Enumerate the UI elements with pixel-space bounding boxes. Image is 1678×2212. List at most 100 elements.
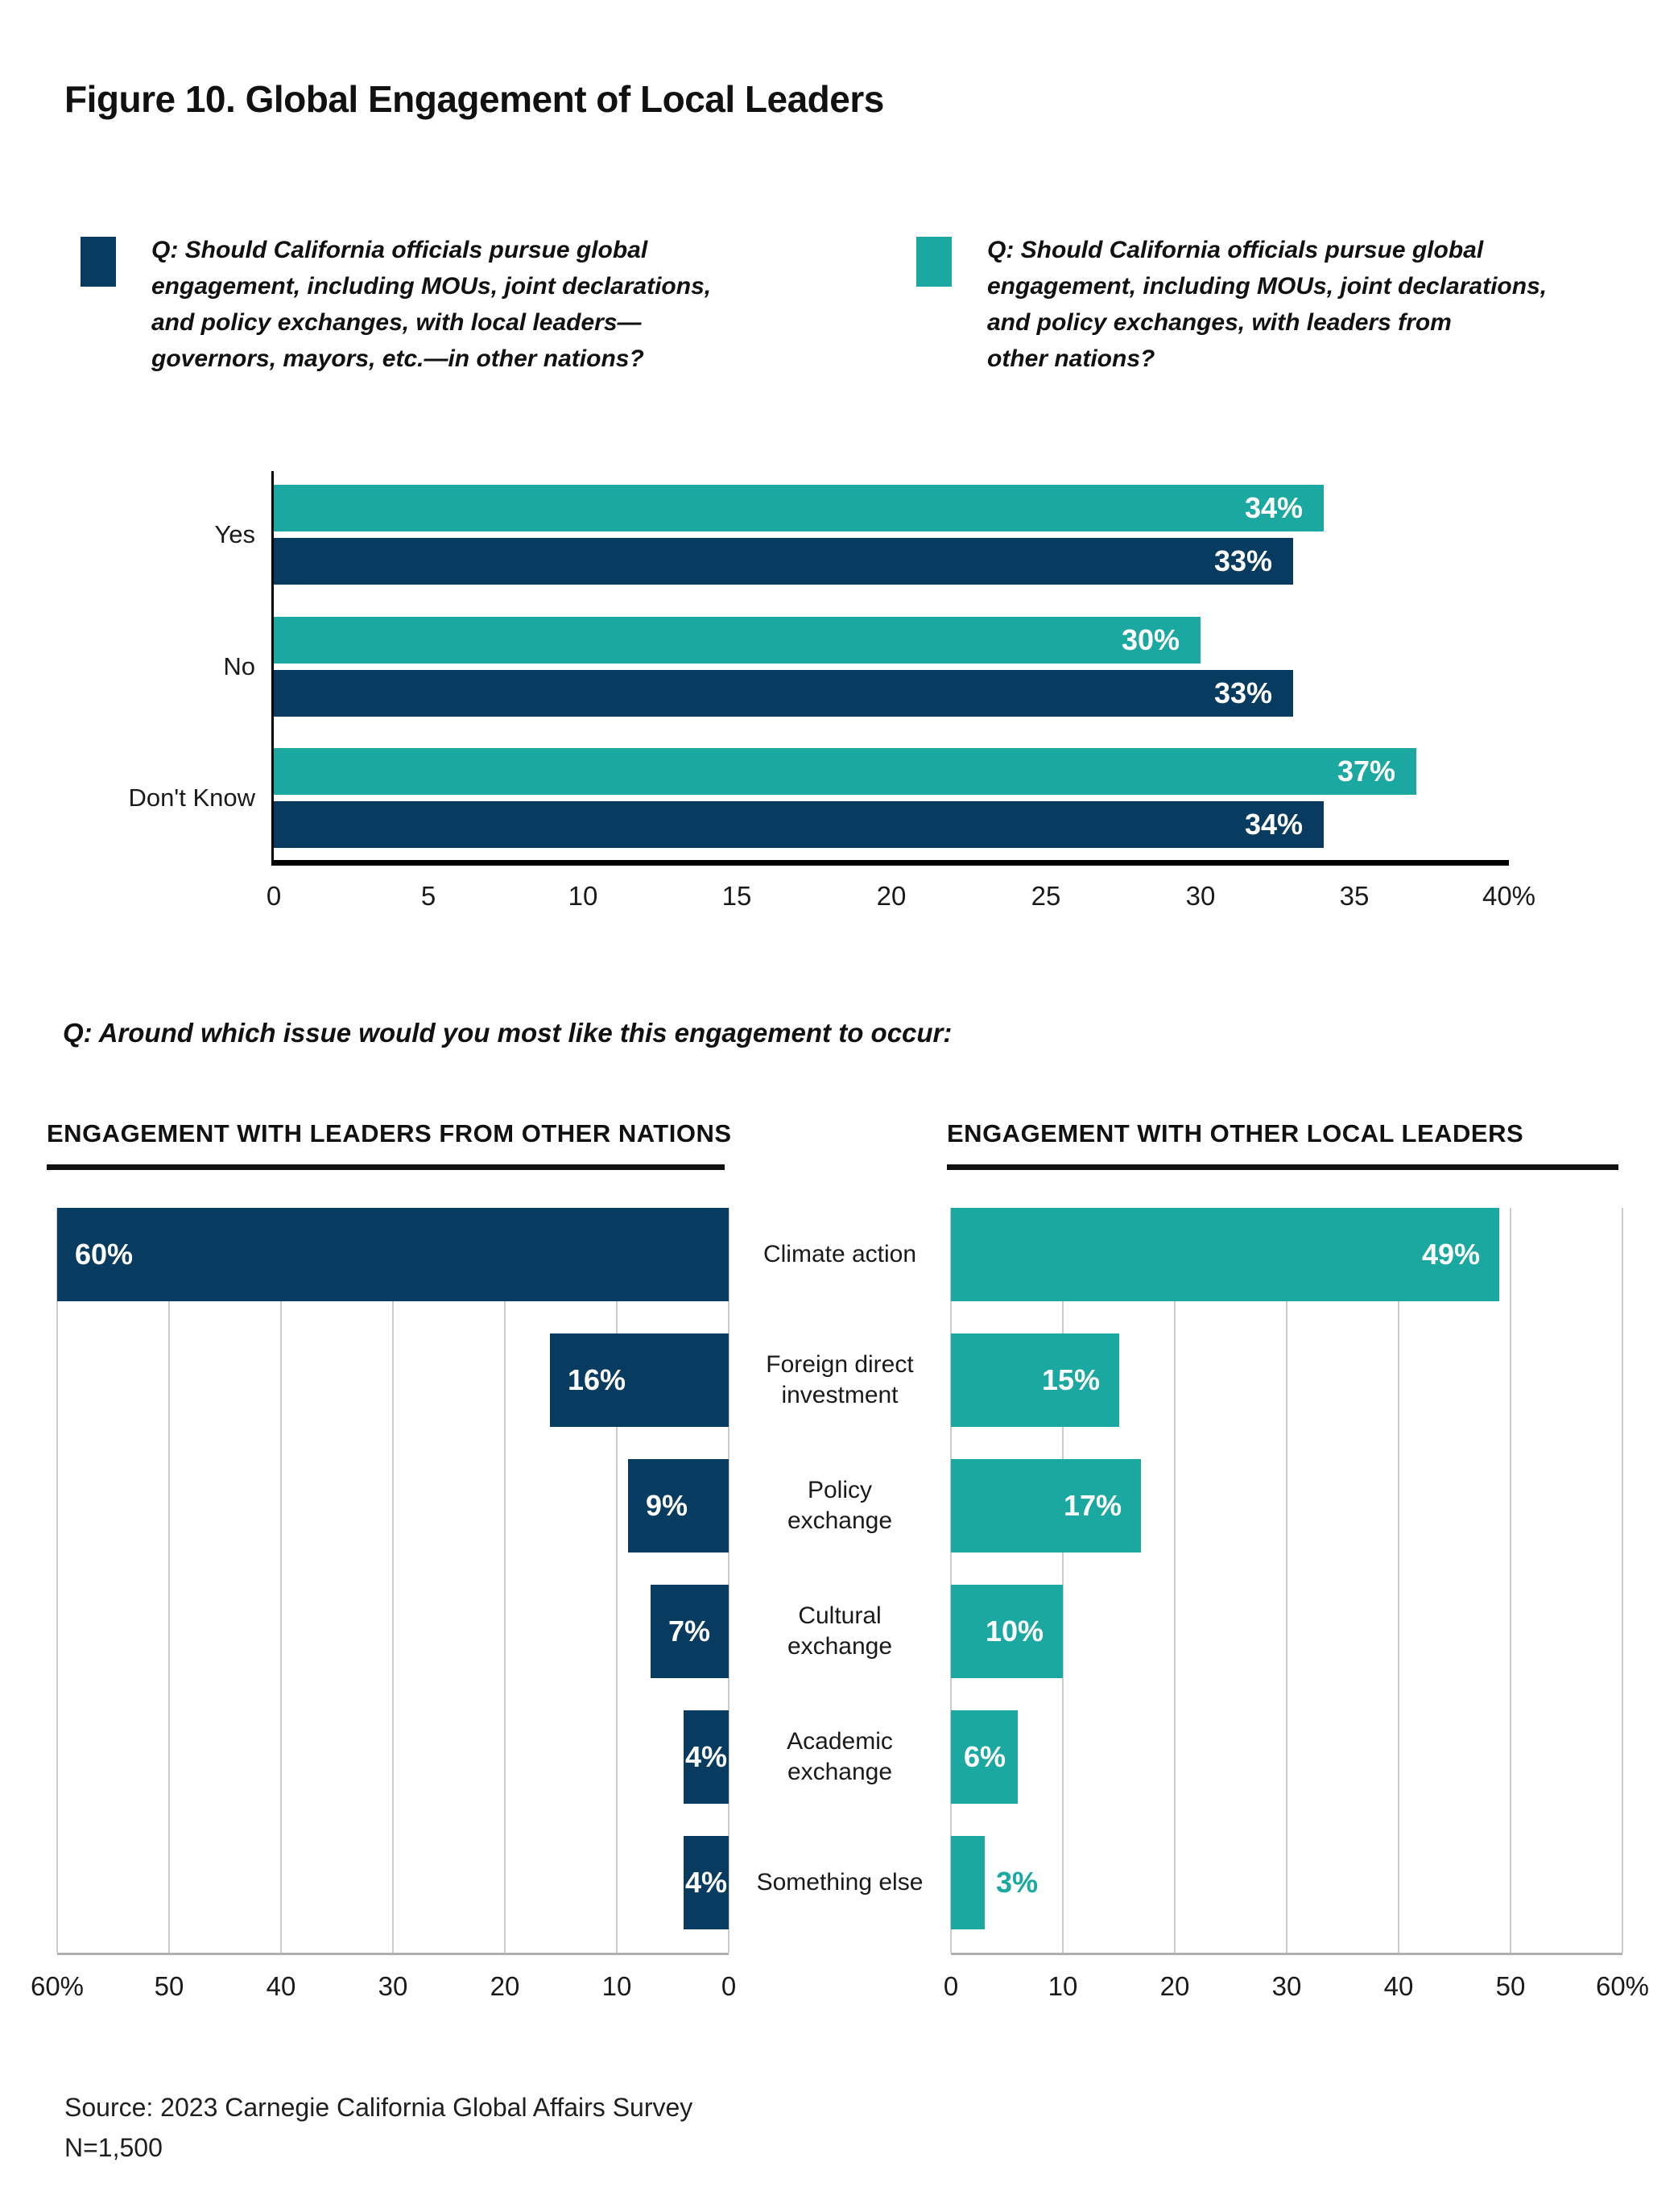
bar-value-label: 4% bbox=[684, 1740, 728, 1773]
x-tick-label: 20 bbox=[490, 1971, 520, 2001]
gridline bbox=[168, 1208, 170, 1953]
x-tick-label: 30 bbox=[1271, 1971, 1302, 2001]
bar-teal-0 bbox=[274, 485, 1324, 531]
legend-question-teal: Q: Should California officials pursue gl… bbox=[987, 237, 1548, 372]
x-tick-label: 20 bbox=[876, 881, 907, 911]
bar-0 bbox=[57, 1208, 729, 1301]
gridline bbox=[616, 1208, 618, 1953]
bar-0 bbox=[951, 1208, 1499, 1301]
bar-5 bbox=[951, 1836, 985, 1929]
figure-title: Figure 10. Global Engagement of Local Le… bbox=[64, 78, 884, 120]
bar-teal-2 bbox=[274, 748, 1416, 795]
bar-value-label: 15% bbox=[1041, 1363, 1100, 1396]
gridline bbox=[950, 1208, 952, 1953]
bar-5 bbox=[684, 1836, 729, 1929]
x-tick-label: 50 bbox=[1495, 1971, 1526, 2001]
question-engagement-issue: Q: Around which issue would you most lik… bbox=[63, 1018, 953, 1048]
gridline bbox=[1062, 1208, 1064, 1953]
x-tick-label: 30 bbox=[1185, 881, 1216, 911]
sample-size: N=1,500 bbox=[64, 2133, 163, 2162]
category-label-2: Don't Know bbox=[128, 784, 255, 812]
gridline bbox=[1286, 1208, 1287, 1953]
bar-4 bbox=[951, 1710, 1018, 1804]
x-tick-label: 0 bbox=[943, 1971, 959, 2001]
x-tick-label: 25 bbox=[1031, 881, 1061, 911]
gridline bbox=[504, 1208, 506, 1953]
bar-value-label: 49% bbox=[1421, 1238, 1480, 1271]
bar-1 bbox=[951, 1333, 1119, 1427]
bar-value-label: 16% bbox=[568, 1363, 626, 1396]
bar-teal-1 bbox=[274, 617, 1201, 664]
source-note: Source: 2023 Carnegie California Global … bbox=[64, 2087, 692, 2168]
legend-swatch-navy bbox=[81, 237, 116, 287]
gridline bbox=[56, 1208, 58, 1953]
bar-value-label: 60% bbox=[75, 1238, 134, 1271]
bar-1 bbox=[550, 1333, 729, 1427]
gridline bbox=[280, 1208, 282, 1953]
gridline bbox=[1174, 1208, 1176, 1953]
gridline bbox=[1398, 1208, 1399, 1953]
x-tick-label: 0 bbox=[721, 1971, 737, 2001]
section-underline-other-nations bbox=[47, 1164, 725, 1170]
issue-label-0: Climate action bbox=[763, 1241, 917, 1267]
x-tick-label: 40 bbox=[266, 1971, 296, 2001]
x-tick-label: 20 bbox=[1159, 1971, 1190, 2001]
x-tick-label: 10 bbox=[601, 1971, 632, 2001]
issue-label-4: Academic exchange bbox=[787, 1728, 893, 1785]
x-tick-label: 40% bbox=[1482, 881, 1536, 911]
legend-swatch-teal bbox=[916, 237, 952, 287]
section-header-local-leaders: ENGAGEMENT WITH OTHER LOCAL LEADERS bbox=[947, 1119, 1524, 1147]
x-tick-label: 10 bbox=[1048, 1971, 1078, 2001]
issue-label-3: Cultural exchange bbox=[787, 1602, 893, 1660]
bar-value-label: 9% bbox=[646, 1489, 688, 1522]
x-tick-label: 60% bbox=[30, 1971, 85, 2001]
x-axis-line bbox=[951, 1953, 1622, 1955]
gridline bbox=[1510, 1208, 1511, 1953]
bar-value-label: 7% bbox=[668, 1615, 711, 1648]
x-tick-label: 40 bbox=[1383, 1971, 1414, 2001]
category-label-1: No bbox=[223, 652, 255, 680]
bar-value-label: 4% bbox=[684, 1866, 728, 1899]
bar-navy-0 bbox=[274, 538, 1293, 585]
gridline bbox=[1622, 1208, 1623, 1953]
bar-4 bbox=[684, 1710, 729, 1804]
issue-label-2: Policy exchange bbox=[787, 1477, 893, 1534]
issue-label-5: Something else bbox=[756, 1869, 924, 1896]
x-tick-label: 10 bbox=[568, 881, 598, 911]
legend-question-navy: Q: Should California officials pursue gl… bbox=[151, 237, 712, 372]
x-tick-label: 30 bbox=[378, 1971, 408, 2001]
x-axis-line bbox=[57, 1953, 729, 1955]
bar-value-label: 30% bbox=[1121, 623, 1180, 656]
bar-value-label: 17% bbox=[1063, 1489, 1122, 1522]
bar-value-label: 10% bbox=[985, 1615, 1044, 1648]
section-underline-local-leaders bbox=[947, 1164, 1618, 1170]
bar-value-label: 34% bbox=[1244, 491, 1303, 524]
bar-3 bbox=[951, 1585, 1063, 1678]
bar-value-label: 33% bbox=[1213, 544, 1272, 577]
x-tick-label: 35 bbox=[1339, 881, 1370, 911]
bar-3 bbox=[651, 1585, 729, 1678]
bar-2 bbox=[951, 1459, 1141, 1553]
bar-value-label: 6% bbox=[963, 1740, 1006, 1773]
bar-navy-2 bbox=[274, 801, 1324, 848]
bar-value-label: 34% bbox=[1244, 808, 1303, 841]
bar-2 bbox=[628, 1459, 729, 1553]
bar-value-label: 33% bbox=[1213, 676, 1272, 709]
x-tick-label: 5 bbox=[420, 881, 436, 911]
x-tick-label: 60% bbox=[1595, 1971, 1650, 2001]
gridline bbox=[728, 1208, 729, 1953]
category-label-0: Yes bbox=[214, 520, 255, 548]
bar-value-label: 37% bbox=[1337, 755, 1395, 788]
issue-label-1: Foreign direct investment bbox=[766, 1351, 914, 1408]
gridline bbox=[392, 1208, 394, 1953]
y-axis-line bbox=[271, 471, 274, 860]
bar-value-label: 3% bbox=[996, 1866, 1039, 1899]
bar-navy-1 bbox=[274, 670, 1293, 717]
x-axis-line bbox=[271, 860, 1509, 866]
section-header-other-nations: ENGAGEMENT WITH LEADERS FROM OTHER NATIO… bbox=[47, 1119, 732, 1147]
x-tick-label: 0 bbox=[266, 881, 282, 911]
x-tick-label: 15 bbox=[721, 881, 752, 911]
x-tick-label: 50 bbox=[154, 1971, 184, 2001]
source-line: Source: 2023 Carnegie California Global … bbox=[64, 2093, 693, 2122]
